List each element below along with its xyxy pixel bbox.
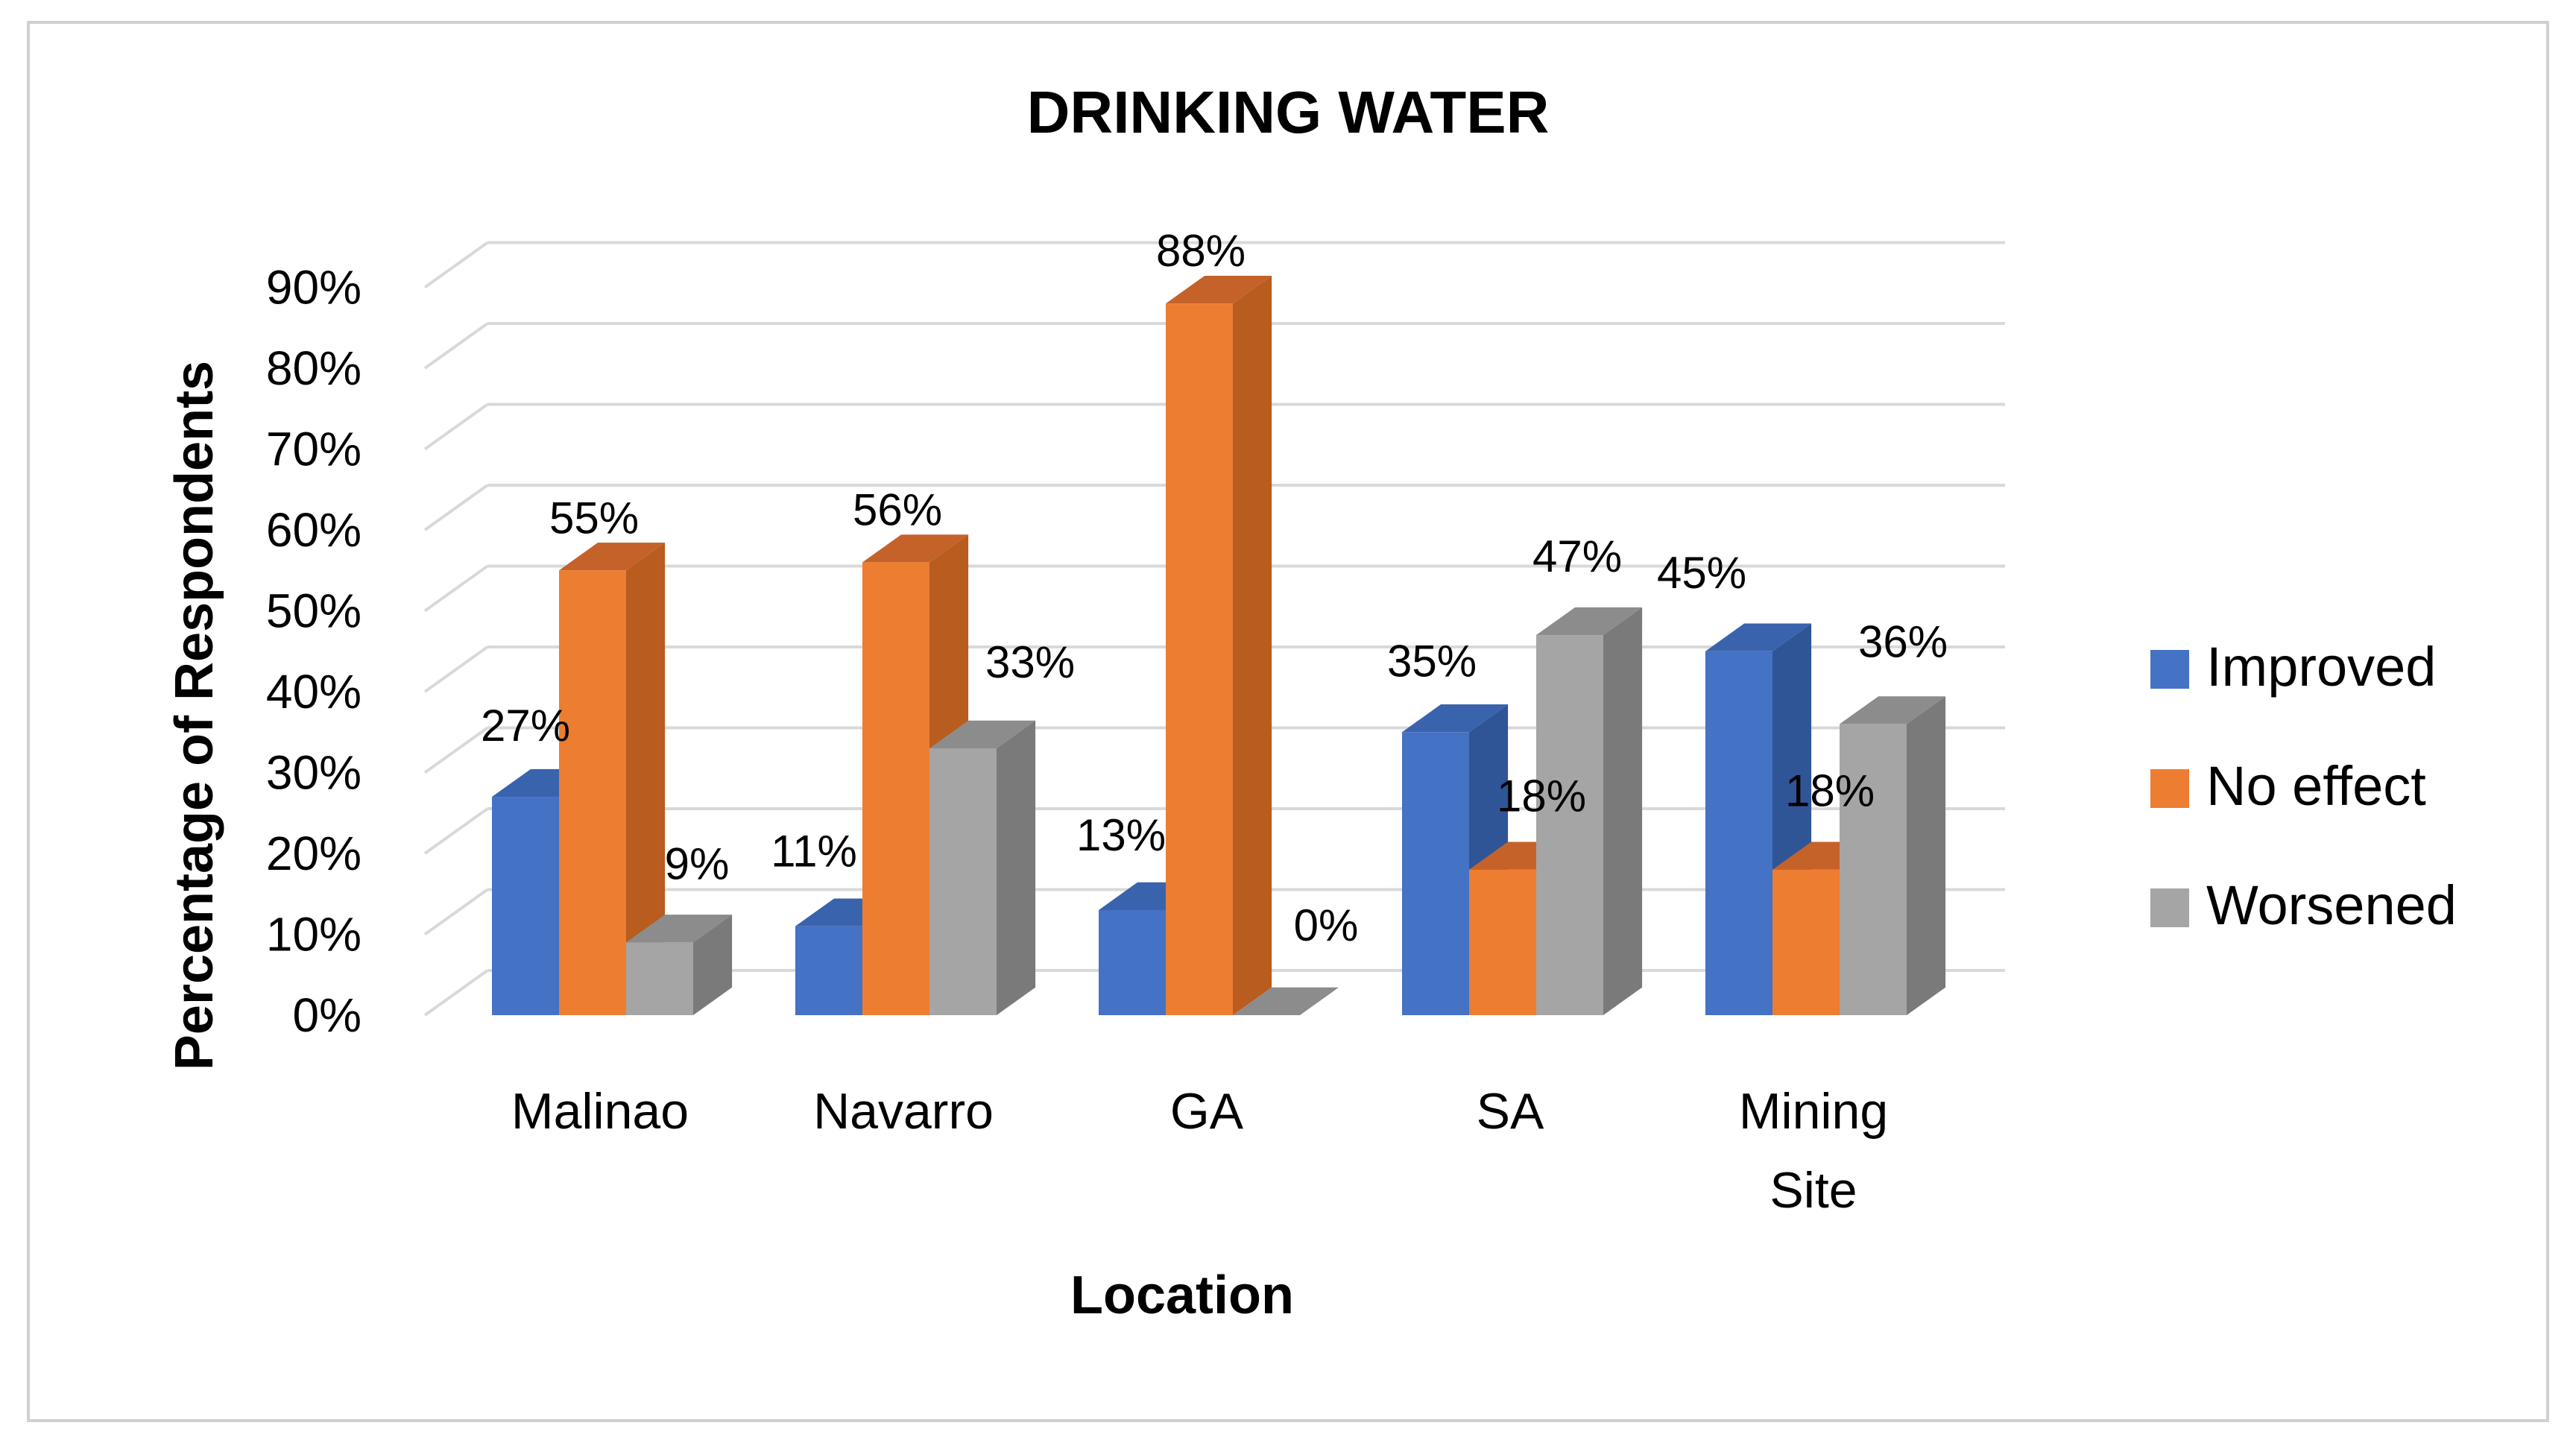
bar-front: [1099, 909, 1166, 1015]
legend: Improved No effect Worsened: [2150, 636, 2457, 936]
data-label: 36%: [1858, 616, 1948, 666]
data-label: 18%: [1785, 766, 1875, 816]
bar-worsened: [626, 915, 733, 1015]
bar-side: [997, 720, 1036, 1015]
data-label: 33%: [985, 637, 1075, 687]
bar-no-effect: [1166, 276, 1272, 1015]
gridline-side: [423, 807, 489, 855]
gridline-side: [423, 322, 489, 370]
bar-top: [1840, 696, 1946, 724]
bar-worsened: [929, 720, 1036, 1015]
data-label: 9%: [665, 839, 730, 888]
x-tick-label: Site: [1770, 1162, 1857, 1219]
legend-label: Worsened: [2206, 874, 2457, 936]
gridline-side: [423, 645, 489, 693]
bar-worsened: [1233, 987, 1339, 1015]
bar-top: [862, 534, 969, 563]
data-label: 88%: [1156, 226, 1246, 276]
y-tick-label: 30%: [266, 746, 362, 800]
bar-front: [626, 942, 693, 1015]
bar-top: [626, 915, 733, 943]
bar-no-effect: [559, 543, 666, 1015]
bar-front: [795, 926, 862, 1015]
gridline-side: [423, 888, 489, 936]
bar-side: [1907, 696, 1946, 1015]
x-tick-label: Malinao: [511, 1083, 689, 1140]
x-tick-label: Mining: [1739, 1083, 1888, 1140]
y-tick-label: 0%: [293, 988, 362, 1042]
data-label: 56%: [853, 484, 942, 534]
y-tick-label: 20%: [266, 827, 362, 880]
data-labels: 27% 55% 9% 11% 56% 33% 13% 88% 0% 35% 18% 47% 45% 18%…: [481, 226, 1948, 950]
chart-title: DRINKING WATER: [1027, 79, 1550, 145]
data-label: 11%: [771, 827, 857, 877]
bar-front: [492, 797, 559, 1015]
y-axis-ticks: 0% 10% 20% 30% 40% 50% 60% 70% 80% 90%: [266, 261, 362, 1043]
bar-top: [1536, 607, 1643, 636]
y-tick-label: 10%: [266, 908, 362, 962]
y-tick-label: 40%: [266, 665, 362, 719]
gridline-side: [423, 402, 489, 451]
bar-side: [1603, 607, 1643, 1015]
bar-top: [1233, 987, 1339, 1015]
x-axis-label: Location: [1070, 1266, 1294, 1325]
y-tick-label: 60%: [266, 503, 362, 557]
bar-front: [1840, 724, 1907, 1015]
bar-front: [1705, 651, 1772, 1015]
bar-front: [1772, 869, 1840, 1015]
x-tick-label: Navarro: [813, 1083, 994, 1140]
legend-swatch: [2150, 888, 2189, 927]
bar-worsened: [1840, 696, 1946, 1015]
data-label: 18%: [1497, 771, 1586, 821]
data-label: 27%: [481, 701, 570, 751]
data-label: 47%: [1532, 531, 1622, 581]
legend-label: Improved: [2206, 636, 2436, 698]
y-tick-label: 50%: [266, 584, 362, 638]
bar-front: [559, 570, 626, 1015]
legend-label: No effect: [2206, 755, 2426, 817]
bar-side: [693, 915, 733, 1015]
bar-top: [559, 543, 666, 571]
bar-top: [1166, 276, 1272, 304]
bar-front: [862, 562, 929, 1015]
legend-swatch: [2150, 769, 2189, 808]
gridline-side: [423, 969, 489, 1017]
bar-worsened: [1536, 607, 1643, 1015]
y-tick-label: 80%: [266, 341, 362, 395]
gridline-side: [423, 484, 489, 531]
data-label: 35%: [1387, 636, 1477, 686]
bar-front: [1166, 303, 1233, 1015]
y-tick-label: 90%: [266, 261, 362, 315]
gridline-side: [423, 564, 489, 613]
bar-top: [1402, 704, 1509, 733]
x-tick-label: SA: [1477, 1083, 1544, 1140]
y-axis-label: Percentage of Respondents: [165, 361, 224, 1070]
data-label: 13%: [1076, 810, 1166, 860]
bar-side: [1233, 276, 1272, 1015]
bar-front: [1536, 635, 1603, 1015]
x-axis-ticks: Malinao Navarro GA SA Mining Site: [511, 1083, 1888, 1219]
bar-top: [929, 720, 1036, 748]
data-label: 0%: [1294, 900, 1359, 950]
bar-side: [626, 543, 666, 1015]
bar-front: [929, 748, 997, 1015]
legend-swatch: [2150, 650, 2189, 689]
bar-front: [1402, 732, 1469, 1015]
bars: [492, 276, 1946, 1015]
bar-front: [1469, 869, 1536, 1015]
gridline-side: [423, 241, 489, 289]
data-label: 55%: [549, 493, 639, 543]
data-label: 45%: [1657, 548, 1746, 598]
bar-top: [1705, 623, 1812, 651]
chart-border: [27, 21, 2549, 1422]
x-tick-label: GA: [1170, 1083, 1244, 1140]
gridline-side: [423, 726, 489, 774]
y-tick-label: 70%: [266, 423, 362, 476]
